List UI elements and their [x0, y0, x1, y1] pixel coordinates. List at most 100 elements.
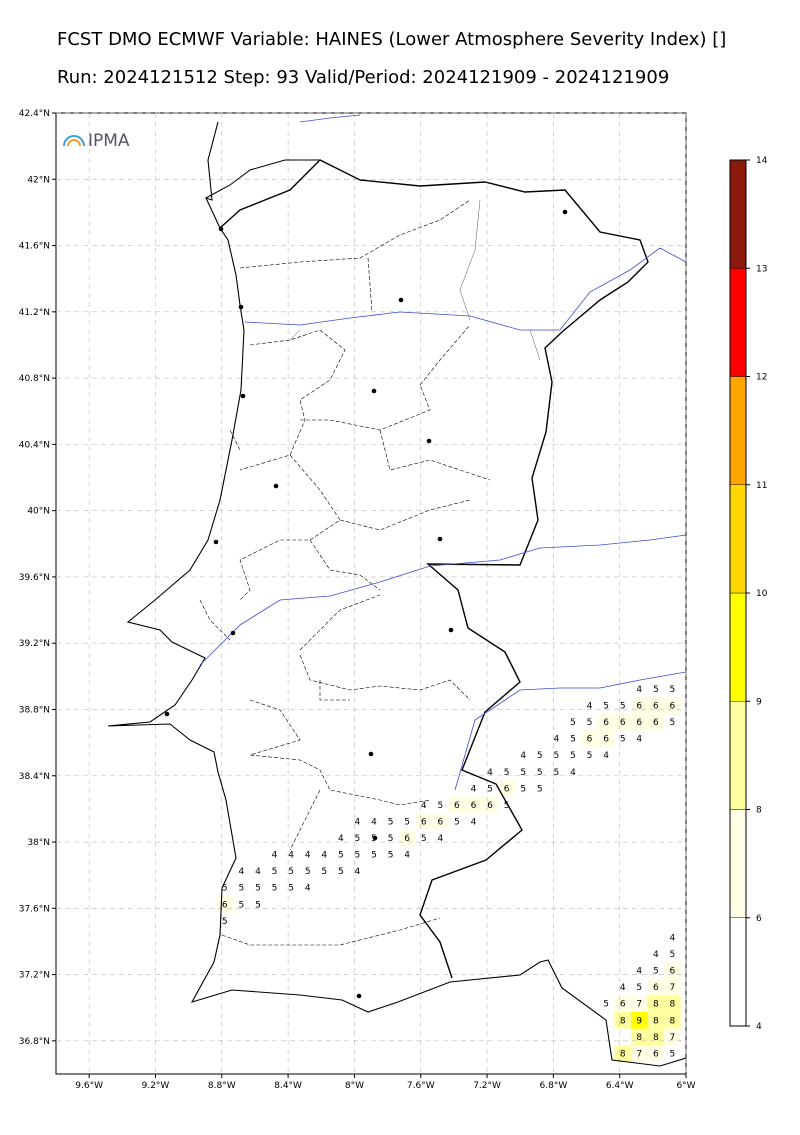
grid-value: 5: [520, 768, 526, 778]
x-tick-label: 8°W: [345, 1081, 364, 1091]
grid-value: 6: [471, 801, 477, 811]
colorbar-segment: [729, 592, 747, 702]
grid-value: 6: [620, 718, 626, 728]
grid-value: 6: [603, 718, 609, 728]
grid-value: 6: [404, 834, 410, 844]
x-tick-label: 6.4°W: [606, 1081, 634, 1091]
grid-value: 5: [371, 834, 377, 844]
grid-value: 5: [537, 751, 543, 761]
grid-value: 5: [670, 1049, 676, 1059]
grid-value: 6: [670, 701, 676, 711]
grid-value: 5: [371, 851, 377, 861]
colorbar-label: 11: [756, 481, 767, 491]
cell: [481, 796, 499, 814]
grid-value: 5: [272, 884, 278, 894]
y-tick-label: 40°N: [27, 507, 50, 517]
grid-value: 5: [554, 751, 560, 761]
grid-value: 8: [653, 1016, 659, 1026]
grid-value: 4: [239, 867, 245, 877]
y-tick-label: 36.8°N: [19, 1037, 50, 1047]
city: [371, 388, 377, 394]
cell: [647, 1045, 665, 1062]
grid-value: 7: [636, 1000, 642, 1010]
grid-value: 5: [653, 685, 659, 695]
x-tick-label: 8.4°W: [274, 1081, 302, 1091]
grid-value: 4: [355, 867, 361, 877]
grid-value: 5: [603, 701, 609, 711]
grid-value: 6: [670, 967, 676, 977]
grid-value: 5: [504, 768, 510, 778]
cell: [432, 813, 449, 830]
y-tick-label: 41.2°N: [19, 308, 50, 318]
grid-value: 5: [355, 834, 361, 844]
grid-value: 5: [388, 834, 394, 844]
grid-value: 8: [636, 1033, 642, 1043]
city: [218, 226, 224, 232]
cell: [664, 995, 681, 1013]
grid-value: 5: [288, 884, 294, 894]
grid-value: 5: [620, 735, 626, 745]
colorbar-label: 8: [756, 806, 762, 816]
grid-value: 5: [554, 768, 560, 778]
x-tick-label: 6.8°W: [540, 1081, 568, 1091]
grid-value: 5: [388, 851, 394, 861]
grid-value: 4: [355, 817, 361, 827]
y-tick-label: 39.6°N: [19, 573, 50, 583]
grid-value: 5: [454, 817, 460, 827]
grid-value: 5: [537, 768, 543, 778]
logo-arc: [63, 135, 85, 147]
city: [240, 393, 246, 399]
grid-value: 4: [272, 851, 278, 861]
x-tick-label: 9.2°W: [142, 1081, 170, 1091]
grid-value: 5: [570, 751, 576, 761]
grid-value: 5: [587, 751, 593, 761]
grid-value: 8: [670, 1000, 676, 1010]
city: [238, 304, 244, 310]
border-north: [205, 159, 320, 199]
river: [299, 114, 361, 123]
cell: [597, 730, 615, 747]
cell: [630, 1045, 648, 1062]
cell: [614, 1045, 631, 1062]
y-tick-label: 41.6°N: [19, 242, 50, 252]
grid-value: 6: [454, 801, 460, 811]
cell: [647, 978, 665, 996]
city: [230, 630, 236, 636]
grid-value: 4: [305, 851, 311, 861]
x-tick-label: 6°W: [676, 1081, 695, 1091]
colorbar-label: 6: [756, 914, 762, 924]
grid-value: 4: [520, 751, 526, 761]
colorbar-segment: [729, 376, 747, 485]
cell: [465, 796, 482, 814]
cell: [647, 713, 665, 731]
colorbar-label: 9: [756, 697, 762, 707]
grid-value: 5: [338, 851, 344, 861]
cell: [630, 1012, 648, 1029]
admin-lines: [289, 199, 541, 361]
grid-value: 4: [305, 884, 311, 894]
grid-value: 5: [520, 784, 526, 794]
city: [164, 711, 170, 717]
grid-value: 5: [670, 685, 676, 695]
city: [273, 483, 279, 489]
city: [426, 438, 432, 444]
grid-value: 5: [670, 950, 676, 960]
grid-value: 5: [272, 867, 278, 877]
grid-value: 4: [487, 768, 493, 778]
cell: [498, 780, 515, 797]
river: [199, 534, 686, 666]
grid-value: 5: [222, 884, 228, 894]
grid-value: 4: [603, 751, 609, 761]
y-tick-label: 38°N: [27, 838, 50, 848]
grid-value: 6: [636, 701, 642, 711]
city: [398, 297, 404, 303]
cell: [614, 995, 631, 1013]
river: [244, 247, 686, 331]
grid-value: 7: [670, 1033, 676, 1043]
y-tick-label: 42°N: [27, 175, 50, 185]
grid-value: 5: [388, 817, 394, 827]
city: [437, 536, 443, 542]
grid-value: 6: [620, 1000, 626, 1010]
grid-value: 4: [653, 950, 659, 960]
